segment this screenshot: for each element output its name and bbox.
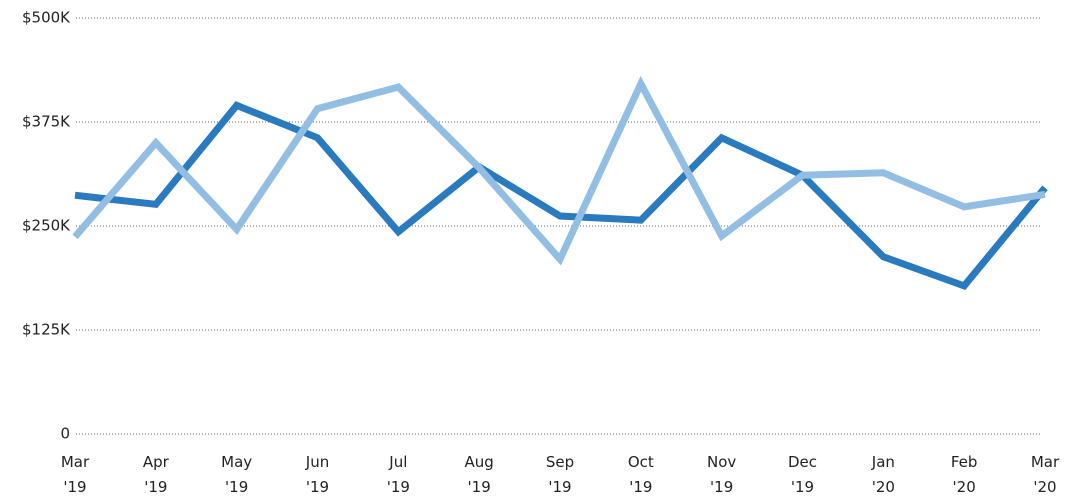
- x-tick-label: Feb '20: [950, 453, 978, 496]
- x-tick-label: Aug '19: [464, 453, 494, 496]
- x-tick-label: Sep '19: [545, 453, 575, 496]
- x-tick-label: Jul '19: [386, 453, 410, 496]
- x-tick-label: Jun '19: [305, 453, 330, 496]
- y-tick-label: $250K: [22, 217, 71, 235]
- x-tick-label: Mar '20: [1030, 453, 1060, 496]
- y-tick-label: 0: [60, 425, 70, 443]
- data-line: [74, 101, 1048, 291]
- x-tick-label: Apr '19: [142, 453, 169, 496]
- y-tick-label: $500K: [22, 9, 71, 27]
- data-line: [72, 75, 1046, 266]
- x-tick-label: Dec '19: [787, 453, 818, 496]
- x-tick-label: Nov '19: [707, 453, 737, 496]
- y-tick-label: $375K: [22, 113, 71, 131]
- y-tick-label: $125K: [22, 321, 71, 339]
- x-tick-label: May '19: [221, 453, 253, 496]
- x-tick-label: Mar '19: [60, 453, 90, 496]
- x-tick-label: Oct '19: [627, 453, 654, 496]
- x-tick-label: Jan '20: [871, 453, 895, 496]
